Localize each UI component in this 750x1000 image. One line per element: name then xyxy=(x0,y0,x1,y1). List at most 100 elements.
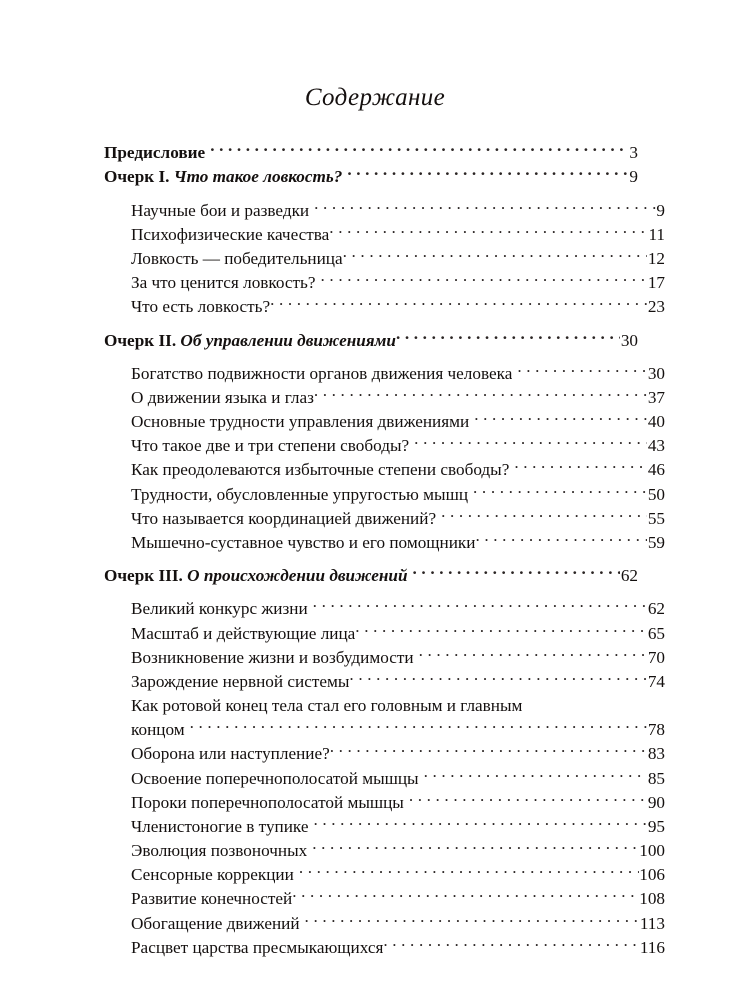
toc-entry-label: Очерк III. О происхождении движений xyxy=(104,566,408,586)
toc-entry-label: Трудности, обусловленные упругостью мышц xyxy=(131,484,469,504)
toc-entry-label: Сенсорные коррекции xyxy=(131,865,294,885)
toc-entry-label: Членистоногие в тупике xyxy=(131,816,309,836)
toc-page-number: 74 xyxy=(647,671,665,691)
toc-section-entry[interactable]: концом 78 xyxy=(131,718,665,742)
toc-dot-leader xyxy=(383,936,639,953)
toc-section-entry[interactable]: Эволюция позвоночных 100 xyxy=(131,839,665,863)
toc-dot-leader xyxy=(419,646,648,663)
toc-dot-leader xyxy=(441,507,647,524)
toc-section-entry[interactable]: Оборона или наступление? 83 xyxy=(131,742,665,766)
toc-page-number: 17 xyxy=(647,273,665,293)
toc-dot-leader xyxy=(329,223,648,240)
toc-section-entry[interactable]: Психофизические качества 11 xyxy=(131,223,665,247)
toc-entry-label: Очерк II. Об управлении движениями xyxy=(104,330,396,350)
toc-page-number: 46 xyxy=(647,460,665,480)
toc-entry-label: Как преодолеваются избыточные степени св… xyxy=(131,460,510,480)
toc-section-entry[interactable]: Что такое две и три степени свободы? 43 xyxy=(131,434,665,458)
toc-page-number: 106 xyxy=(639,865,665,885)
toc-dot-leader xyxy=(312,839,638,856)
toc-entry-label: Научные бои и разведки xyxy=(131,200,310,220)
toc-entry-label: Пороки поперечнополосатой мышцы xyxy=(131,792,404,812)
toc-entry-label: Что называется координацией движений? xyxy=(131,508,437,528)
toc-section-entry[interactable]: За что ценится ловкость? 17 xyxy=(131,271,665,295)
toc-section-entry[interactable]: Мышечно-суставное чувство и его помощник… xyxy=(131,531,665,555)
toc-page-number: 62 xyxy=(620,566,638,586)
toc-section-entry[interactable]: Что называется координацией движений? 55 xyxy=(131,507,665,531)
toc-section-entry[interactable]: Ловкость — победительница 12 xyxy=(131,247,665,271)
toc-entry-label: Предисловие xyxy=(104,143,206,163)
toc-entry-label: Что такое две и три степени свободы? xyxy=(131,436,410,456)
toc-page-number: 11 xyxy=(648,224,665,244)
toc-page-number: 100 xyxy=(639,841,665,861)
toc-section-entry[interactable]: Зарождение нервной системы 74 xyxy=(131,670,665,694)
toc-page-number: 40 xyxy=(647,412,665,432)
toc-section-entry[interactable]: Богатство подвижности органов движения ч… xyxy=(131,362,665,386)
toc-section-entry[interactable]: Сенсорные коррекции 106 xyxy=(131,863,665,887)
toc-section-entry[interactable]: Расцвет царства пресмыкающихся 116 xyxy=(131,936,665,960)
toc-dot-leader xyxy=(321,271,648,288)
toc-entry-label: Эволюция позвоночных xyxy=(131,841,308,861)
toc-page-number: 85 xyxy=(647,768,665,788)
toc-entry-label: Что есть ловкость? xyxy=(131,297,271,317)
toc-section-entry[interactable]: Членистоногие в тупике 95 xyxy=(131,815,665,839)
toc-page-number: 43 xyxy=(647,436,665,456)
toc-chapter-entry[interactable]: Предисловие 3 xyxy=(104,141,638,165)
toc-page-number: 59 xyxy=(647,533,665,552)
toc-chapter-entry[interactable]: Очерк I. Что такое ловкость? 9 xyxy=(104,165,638,189)
toc-entry-label: Оборона или наступление? xyxy=(131,744,330,764)
toc-dot-leader xyxy=(413,564,621,581)
toc-chapter-entry[interactable]: Очерк III. О происхождении движений 62 xyxy=(104,564,638,588)
toc-page-number: 30 xyxy=(647,363,665,383)
toc-section-entry[interactable]: Научные бои и разведки 9 xyxy=(131,198,665,222)
toc-page-number: 62 xyxy=(647,599,665,619)
toc-section-entry[interactable]: Развитие конечностей 108 xyxy=(131,887,665,911)
toc-dot-leader xyxy=(299,863,639,880)
toc-dot-leader xyxy=(355,621,647,638)
toc-entry-label: Обогащение движений xyxy=(131,913,300,933)
toc-page-number: 30 xyxy=(620,330,638,350)
toc-dot-leader xyxy=(409,791,647,808)
toc-section-entry[interactable]: Трудности, обусловленные упругостью мышц… xyxy=(131,482,665,506)
toc-page-number: 55 xyxy=(647,508,665,528)
toc-section-entry[interactable]: Великий конкурс жизни 62 xyxy=(131,597,665,621)
toc-page-number: 108 xyxy=(639,889,665,909)
toc-page-number: 83 xyxy=(647,744,665,764)
toc-entry-label: Основные трудности управления движениями xyxy=(131,412,470,432)
toc-entry-label: О движении языка и глаз xyxy=(131,387,314,407)
toc-section-entry[interactable]: Основные трудности управления движениями… xyxy=(131,410,665,434)
toc-entry-label: Психофизические качества xyxy=(131,224,330,244)
toc-dot-leader xyxy=(270,295,647,312)
toc-dot-leader xyxy=(347,165,629,182)
toc-entry-label-italic: Об управлении движениями xyxy=(176,330,396,350)
toc-dot-leader xyxy=(314,386,647,403)
toc-page-number: 23 xyxy=(647,297,665,317)
toc-dot-leader xyxy=(473,482,647,499)
toc-chapter-entry[interactable]: Очерк II. Об управлении движениями 30 xyxy=(104,328,638,352)
toc-entry-label: Мышечно-суставное чувство и его помощник… xyxy=(131,533,476,552)
toc-page-number: 95 xyxy=(647,816,665,836)
toc-dot-leader xyxy=(414,434,647,451)
toc-section-entry[interactable]: Масштаб и действующие лица 65 xyxy=(131,621,665,645)
toc-entry-label: концом xyxy=(131,720,185,740)
toc-page-number: 116 xyxy=(639,937,665,957)
toc-dot-leader xyxy=(330,742,648,759)
toc-entry-label: Зарождение нервной системы xyxy=(131,671,350,691)
toc-section-entry[interactable]: Пороки поперечнополосатой мышцы 90 xyxy=(131,791,665,815)
toc-section-entry[interactable]: Что есть ловкость? 23 xyxy=(131,295,665,319)
toc-page-number: 12 xyxy=(647,248,665,268)
toc-section-entry[interactable]: Как ротовой конец тела стал его головным… xyxy=(131,694,665,718)
toc-dot-leader xyxy=(424,766,648,783)
toc-dot-leader xyxy=(190,718,648,735)
toc-section-entry[interactable]: Освоение поперечнополосатой мышцы 85 xyxy=(131,766,665,790)
toc-section-entry[interactable]: Возникновение жизни и возбудимости 70 xyxy=(131,646,665,670)
toc-section-entry[interactable]: Как преодолеваются избыточные степени св… xyxy=(131,458,665,482)
toc-section-entry[interactable]: О движении языка и глаз 37 xyxy=(131,386,665,410)
toc-dot-leader xyxy=(343,247,648,264)
toc-entry-label: Богатство подвижности органов движения ч… xyxy=(131,363,513,383)
toc-section-entry[interactable]: Обогащение движений 113 xyxy=(131,911,665,935)
toc-dot-leader xyxy=(314,198,656,215)
toc-dot-leader xyxy=(292,887,638,904)
toc-dot-leader xyxy=(305,911,640,928)
toc-page-number: 3 xyxy=(629,143,638,163)
